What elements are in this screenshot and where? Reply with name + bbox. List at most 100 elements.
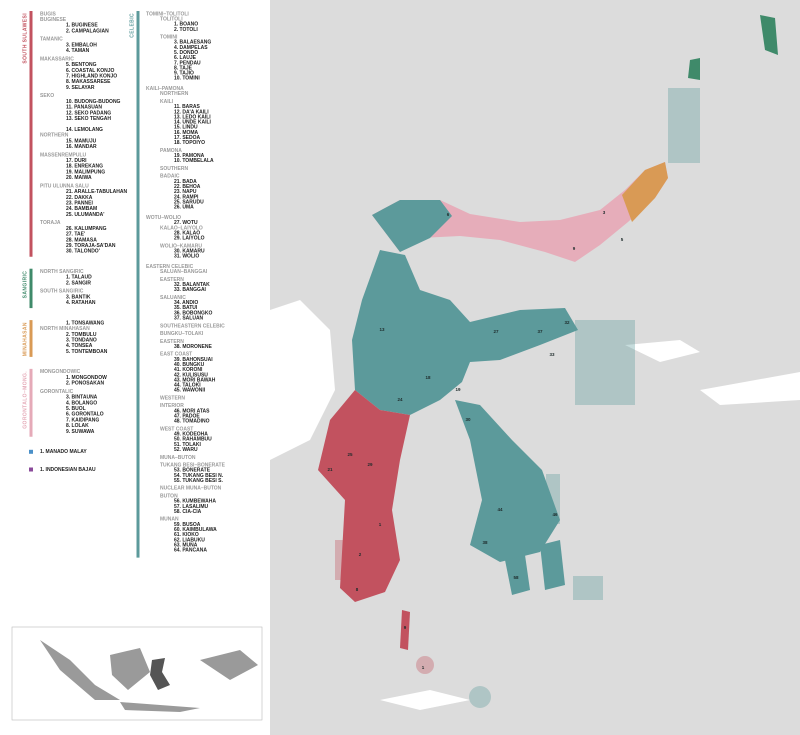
- region-sangir: [688, 15, 778, 80]
- locator-map: [11, 626, 263, 721]
- legend-item: 2. TOTOLI: [174, 27, 198, 33]
- legend-item: 63. MUNA: [174, 542, 198, 548]
- legend-item: 5. BENTONG: [66, 62, 97, 68]
- legend-item: 49. KODEOHA: [174, 432, 208, 438]
- legend-item: 21. ARALLE-TABULAHAN: [66, 189, 127, 195]
- legend-item: 9. SUWAWA: [66, 429, 95, 435]
- legend-group: NORTHERN: [40, 133, 69, 139]
- legend-item: 11. PANASUAN: [66, 105, 102, 111]
- legend-item: 6. GORONTALO: [66, 412, 104, 418]
- legend-group: NORTH SANGIRIC: [40, 269, 84, 275]
- legend-group: BUNGKU–TOLAKI: [160, 331, 204, 337]
- legend-item: 27. WOTU: [174, 220, 198, 226]
- legend-item: 21. BADA: [174, 179, 197, 185]
- legend-item: 5. TONTEMBOAN: [66, 349, 108, 355]
- legend-item: 4. RATAHAN: [66, 300, 96, 306]
- legend-item: 1. TALAUD: [66, 275, 92, 281]
- legend-item: 14. UNDE KAILI: [174, 120, 212, 126]
- legend-item: 45. WAWONII: [174, 388, 206, 394]
- legend-item: 61. KIOKO: [174, 532, 199, 538]
- legend-group: MUNA–BUTON: [160, 455, 196, 461]
- legend-item: 7. KAIDIPANG: [66, 417, 99, 423]
- legend-item: 41. KORONI: [174, 367, 203, 373]
- legend-item: 10. TOMBELALA: [174, 158, 214, 164]
- map-label: 58: [513, 575, 519, 580]
- region-gorontalo: [372, 162, 668, 262]
- legend-group: WESTERN: [160, 395, 185, 401]
- map-label: 1: [379, 522, 382, 527]
- legend-swatch: [29, 449, 33, 454]
- legend-item: 12. DA'A KAILI: [174, 109, 209, 115]
- legend-item: 1. MONGONDOW: [66, 375, 107, 381]
- land-island: [700, 372, 800, 405]
- legend-group: NORTHERN: [160, 91, 189, 97]
- legend-item: 27. TAE': [66, 232, 85, 238]
- legend-item: 24. BAMBAM: [66, 206, 97, 212]
- legend-item: 40. BUNGKU: [174, 362, 205, 368]
- map-label: 9: [573, 246, 576, 251]
- legend-item: 62. LIABUKU: [174, 537, 205, 543]
- inset-box: [668, 88, 700, 163]
- map-label: 32: [564, 320, 570, 325]
- legend-item: 14. LEMOLANG: [66, 127, 103, 133]
- legend-item: 4. TONSEA: [66, 343, 93, 349]
- legend-group: TOMINI: [160, 35, 178, 41]
- legend-item: 50. RAHAMBUU: [174, 437, 212, 443]
- legend-group: BUGIS: [40, 11, 57, 17]
- legend-item: 54. TUKANG BESI N.: [174, 473, 224, 479]
- family-label: CELEBIC: [129, 13, 135, 38]
- legend-group: BUTON: [160, 493, 178, 499]
- legend-item: 3. BALAESANG: [174, 40, 211, 46]
- legend-item: 1. MANADO MALAY: [40, 449, 87, 455]
- legend-item: 58. CIA-CIA: [174, 509, 202, 515]
- legend-item: 25. ULUMANDA': [66, 212, 104, 218]
- legend-group: SOUTHEASTERN CELEBIC: [160, 323, 225, 329]
- legend-item: 16. MOMA: [174, 130, 199, 136]
- legend-group: SOUTHERN: [160, 166, 188, 172]
- legend-item: 3. BINTAUNA: [66, 395, 98, 401]
- legend-item: 51. TOLAKI: [174, 442, 201, 448]
- legend-item: 15. MAMUJU: [66, 138, 97, 144]
- legend-group: MAKASSARIC: [40, 56, 74, 62]
- map-label: 1: [422, 665, 425, 670]
- region-tomini: [372, 200, 452, 252]
- region-selayar: [400, 610, 410, 650]
- legend-item: 4. DAMPELAS: [174, 45, 208, 51]
- legend-item: 2. SANGIR: [66, 280, 91, 286]
- region-celebic: [352, 250, 578, 415]
- legend-item: 42. KULISUSU: [174, 372, 208, 378]
- legend-item: 28. KALAO: [174, 230, 200, 236]
- legend-item: 26. KALUMPANG: [66, 226, 107, 232]
- inset-box: [573, 576, 603, 600]
- legend-item: 1. BOANO: [174, 22, 198, 28]
- legend-group: KALAO–LAIYOLO: [160, 225, 203, 231]
- legend-item: 13. LEDO KAILI: [174, 114, 211, 120]
- legend-item: 8. LOLAK: [66, 423, 89, 429]
- inset-box: [575, 320, 635, 405]
- legend-item: 44. TALOKI: [174, 383, 201, 389]
- legend-group: KAILI: [160, 99, 174, 105]
- legend-item: 2. CAMPALAGIAN: [66, 28, 109, 34]
- legend-item: 25. SARUDU: [174, 199, 204, 205]
- map-label: 8: [356, 587, 359, 592]
- legend-item: 30. TALONDO': [66, 249, 100, 255]
- legend-item: 3. BANTIK: [66, 294, 91, 300]
- legend-item: 18. TOPOIYO: [174, 140, 205, 146]
- locator-sulawesi: [150, 658, 170, 690]
- legend-group: TORAJA: [40, 220, 61, 226]
- legend-item: 29. TORAJA-SA'DAN: [66, 243, 116, 249]
- map-label: 44: [497, 507, 503, 512]
- legend-item: 55. TUKANG BESI S.: [174, 478, 224, 484]
- map-label: 9: [404, 625, 407, 630]
- region-southeast: [455, 400, 560, 562]
- legend-item: 53. BONERATE: [174, 468, 211, 474]
- legend-item: 10. TOMINI: [174, 76, 200, 82]
- legend-item: 9. TAJIO: [174, 71, 194, 77]
- sea: [270, 0, 800, 735]
- legend-group: INTERIOR: [160, 403, 184, 409]
- legend-item: 7. HIGHLAND KONJO: [66, 74, 117, 80]
- legend-group: EASTERN CELEBIC: [146, 264, 194, 270]
- legend-item: 35. BATUI: [174, 305, 198, 311]
- legend-group: WOLIO–KAMARU: [160, 243, 202, 249]
